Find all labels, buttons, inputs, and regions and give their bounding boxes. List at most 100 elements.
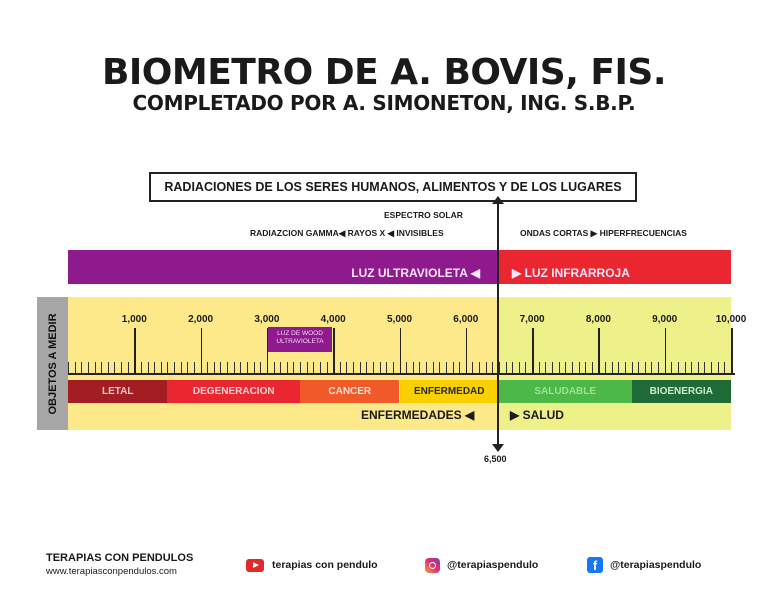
minor-tick [605,362,607,373]
minor-tick [426,362,428,373]
minor-tick [558,362,560,373]
minor-tick [240,362,242,373]
footer-brand: TERAPIAS CON PENDULOS [46,552,194,564]
minor-tick [253,362,255,373]
minor-tick [412,362,414,373]
marker-arrow-down-icon [492,444,504,452]
minor-tick [472,362,474,373]
minor-tick [459,362,461,373]
minor-tick [518,362,520,373]
footer-url[interactable]: www.terapiasconpendulos.com [46,566,177,577]
minor-tick [379,362,381,373]
minor-tick [319,362,321,373]
tick-label: 9,000 [652,314,678,325]
minor-tick [313,362,315,373]
minor-tick [326,362,328,373]
segment-bioenergia: BIOENERGIA [631,380,731,403]
minor-tick [578,362,580,373]
marker-arrow-up-icon [492,196,504,204]
minor-tick [498,362,500,373]
marker-line [497,199,499,449]
minor-tick [94,362,96,373]
minor-tick [286,362,288,373]
minor-tick [372,362,374,373]
minor-tick [114,362,116,373]
minor-tick [671,362,673,373]
major-tick [134,328,136,373]
minor-tick [711,362,713,373]
segment-degeneracion: DEGENERACION [167,380,301,403]
tick-label: 8,000 [585,314,611,325]
minor-tick [107,362,109,373]
minor-tick [174,362,176,373]
minor-tick [207,362,209,373]
minor-tick [280,362,282,373]
minor-tick [300,362,302,373]
minor-tick [624,362,626,373]
minor-tick [677,362,679,373]
minor-tick [386,362,388,373]
minor-tick [638,362,640,373]
tick-label: 10,000 [715,314,747,325]
enfermedades-label: ENFERMEDADES ◀ [361,408,475,422]
minor-tick [485,362,487,373]
minor-tick [167,362,169,373]
minor-tick [193,362,195,373]
minor-tick [121,362,123,373]
ultraviolet-band: LUZ ULTRAVIOLETA ◀ [68,250,498,284]
minor-tick [260,362,262,373]
minor-tick [359,362,361,373]
facebook-link[interactable]: @terapiaspendulo [610,559,702,571]
segment-cancer: CANCER [300,380,400,403]
segment-letal: LETAL [68,380,168,403]
infrared-label: ▶ LUZ INFRARROJA [512,266,630,280]
minor-tick [684,362,686,373]
instagram-link[interactable]: @terapiaspendulo [447,559,539,571]
minor-tick [87,362,89,373]
segment-enfermedad: ENFERMEDAD [399,380,499,403]
minor-tick [233,362,235,373]
minor-tick [697,362,699,373]
minor-tick [717,362,719,373]
tick-label: 5,000 [386,314,413,325]
minor-tick [392,362,394,373]
salud-label: ▶ SALUD [510,408,564,422]
tick-label: 7,000 [519,314,545,325]
major-tick [333,328,335,373]
minor-tick [366,362,368,373]
invisible-radiation-label: RADIAZCION GAMMA◀ RAYOS X ◀ INVISIBLES [250,228,444,238]
minor-tick [452,362,454,373]
segment-saludable: SALUDABLE [498,380,632,403]
major-tick [399,328,401,373]
major-tick [731,328,733,373]
minor-tick [551,362,553,373]
minor-tick [81,362,83,373]
minor-tick [492,362,494,373]
minor-tick [160,362,162,373]
youtube-link[interactable]: terapias con pendulo [272,559,378,571]
objects-label: OBJETOS A MEDIR [46,312,59,415]
minor-tick [439,362,441,373]
minor-tick [147,362,149,373]
minor-tick [140,362,142,373]
youtube-icon[interactable] [246,559,264,572]
minor-tick [406,362,408,373]
facebook-icon[interactable]: f [587,557,603,573]
minor-tick [445,362,447,373]
instagram-icon[interactable] [425,558,440,573]
minor-tick [591,362,593,373]
tick-label: 6,000 [453,314,479,325]
minor-tick [432,362,434,373]
minor-tick [565,362,567,373]
infrared-band: ▶ LUZ INFRARROJA [498,250,731,284]
minor-tick [611,362,613,373]
major-tick [266,328,269,373]
major-tick [200,328,203,373]
minor-tick [651,362,653,373]
tick-label: 4,000 [320,314,346,325]
minor-tick [691,362,693,373]
minor-tick [644,362,646,373]
minor-tick [419,362,421,373]
minor-tick [704,362,706,373]
minor-tick [545,362,547,373]
